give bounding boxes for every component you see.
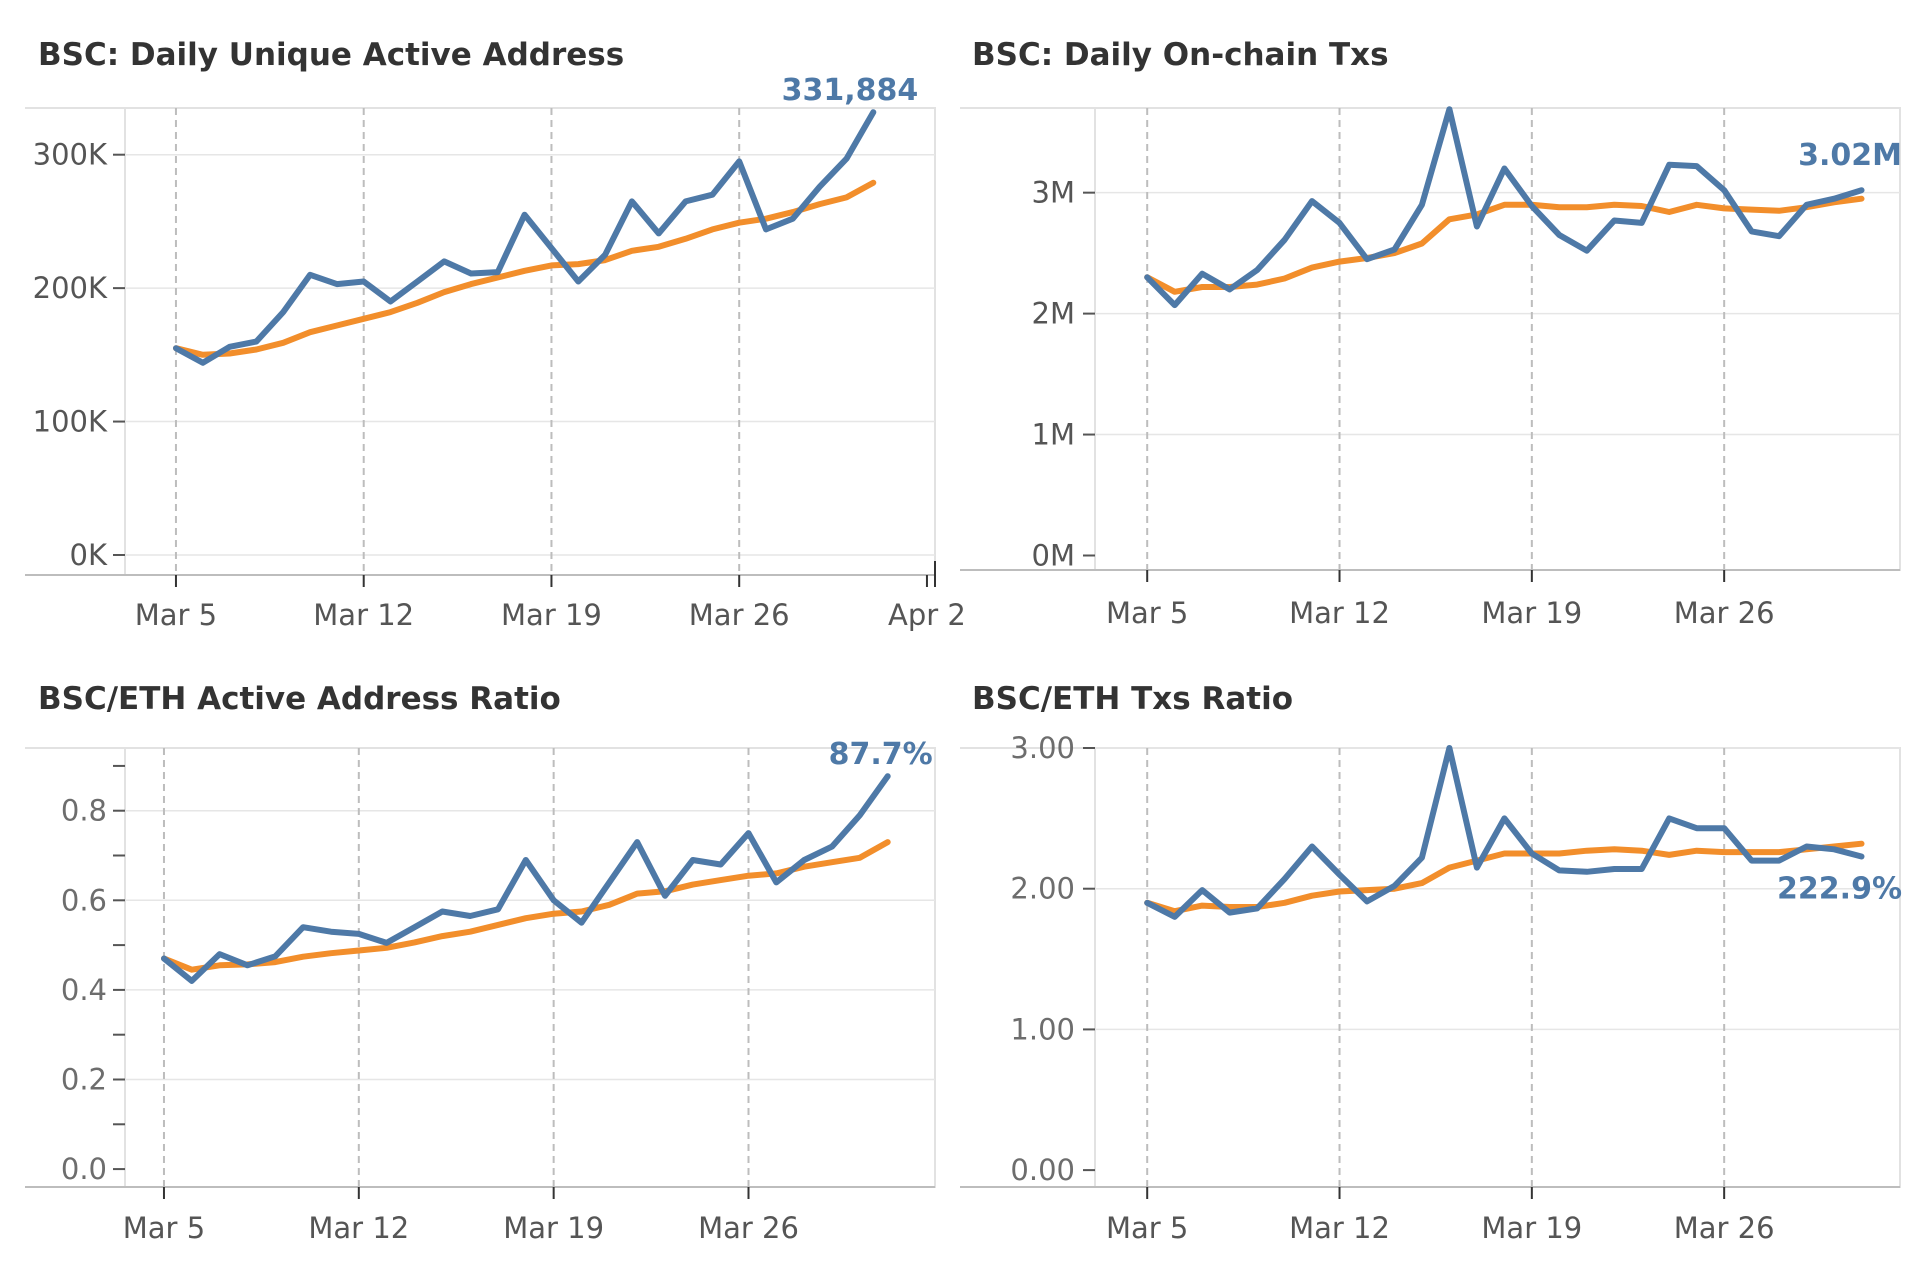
x-tick-label: Mar 5 xyxy=(135,598,217,632)
y-tick-label: 0.8 xyxy=(61,794,107,828)
series-line-daily xyxy=(1144,106,1865,309)
y-tick-label: 0.6 xyxy=(61,883,107,917)
y-tick-label: 0.2 xyxy=(61,1062,107,1096)
y-tick-label: 0.4 xyxy=(61,973,107,1007)
y-tick-label: 0.0 xyxy=(61,1152,107,1186)
x-tick-label: Mar 26 xyxy=(1674,596,1775,630)
x-tick-label: Mar 12 xyxy=(1289,596,1390,630)
y-tick-label: 0K xyxy=(70,538,108,572)
x-tick-label: Mar 19 xyxy=(503,1211,604,1245)
x-tick-label: Mar 12 xyxy=(1289,1211,1390,1245)
end-value-label: 331,884 xyxy=(782,73,919,108)
y-tick-label: 2.00 xyxy=(1010,872,1075,906)
end-value-label: 3.02M xyxy=(1798,138,1902,173)
x-tick-label: Mar 19 xyxy=(1481,596,1582,630)
end-value-label: 222.9% xyxy=(1777,871,1902,906)
x-tick-label: Mar 12 xyxy=(308,1211,409,1245)
series-line-daily xyxy=(1144,745,1865,920)
y-tick-label: 300K xyxy=(33,138,108,172)
series-line-moving-average xyxy=(161,839,891,973)
chart-title: BSC: Daily On-chain Txs xyxy=(972,37,1389,73)
series-line-moving-average xyxy=(1144,840,1865,915)
series-line-moving-average xyxy=(173,179,877,358)
x-tick-label: Apr 2 xyxy=(888,598,966,632)
y-tick-label: 1M xyxy=(1032,418,1075,452)
y-tick-label: 1.00 xyxy=(1010,1012,1075,1046)
x-tick-label: Mar 26 xyxy=(1674,1211,1775,1245)
series-line-daily xyxy=(161,773,891,984)
chart-active-address[interactable]: 0K 100K 200K 300K Mar 5 Mar 12 Mar 19 Mar 26 Apr… xyxy=(25,73,966,660)
x-tick-label: Mar 5 xyxy=(1106,1211,1188,1245)
chart-title: BSC: Daily Unique Active Address xyxy=(38,37,625,73)
series-line-daily xyxy=(173,109,877,366)
y-tick-label: 2M xyxy=(1032,297,1075,331)
end-value-label: 87.7% xyxy=(829,737,933,772)
x-tick-label: Mar 26 xyxy=(698,1211,799,1245)
chart-active-address-ratio[interactable]: 0.0 0.2 0.4 0.6 0.8 Mar 5 Mar 12 Mar 19 Mar 26 87… xyxy=(25,737,937,1265)
y-tick-label: 200K xyxy=(33,271,108,305)
chart-title: BSC/ETH Txs Ratio xyxy=(972,681,1294,717)
plot-frame xyxy=(1094,747,1901,1188)
y-tick-label: 0.00 xyxy=(1010,1153,1075,1187)
x-tick-label: Mar 12 xyxy=(313,598,414,632)
x-tick-label: Mar 5 xyxy=(1106,596,1188,630)
chart-title: BSC/ETH Active Address Ratio xyxy=(38,681,561,717)
y-tick-label: 100K xyxy=(33,405,108,439)
x-tick-label: Mar 26 xyxy=(689,598,790,632)
series-line-moving-average xyxy=(1144,195,1865,295)
chart-txs-ratio[interactable]: 0.00 1.00 2.00 3.00 Mar 5 Mar 12 Mar 19 Mar 26 2… xyxy=(960,731,1905,1265)
x-tick-label: Mar 19 xyxy=(501,598,602,632)
y-tick-label: 3M xyxy=(1032,176,1075,210)
y-tick-label: 3.00 xyxy=(1010,731,1075,765)
x-tick-label: Mar 19 xyxy=(1481,1211,1582,1245)
chart-onchain-txs[interactable]: 0M 1M 2M 3M Mar 5 Mar 12 Mar 19 Mar 26 3.02M xyxy=(960,105,1905,660)
y-tick-label: 0M xyxy=(1032,538,1075,572)
x-tick-label: Mar 5 xyxy=(123,1211,205,1245)
